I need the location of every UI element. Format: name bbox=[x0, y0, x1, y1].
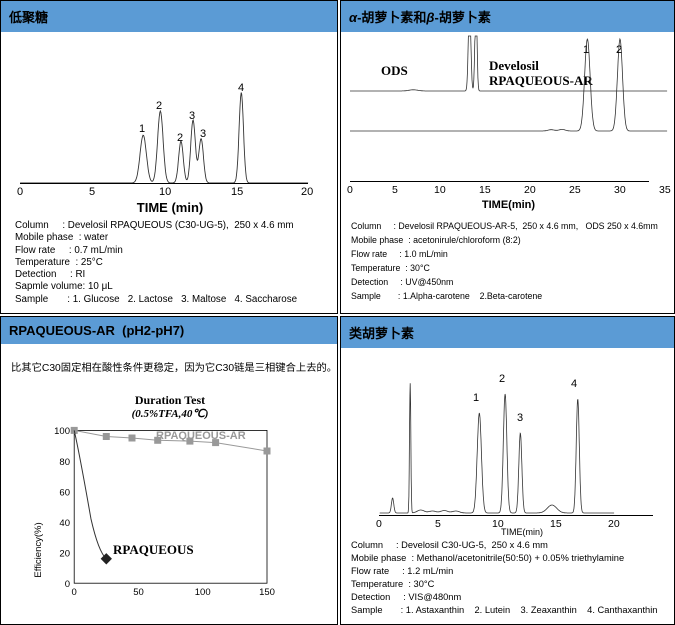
svg-text:0: 0 bbox=[65, 579, 70, 590]
svg-text:150: 150 bbox=[259, 587, 275, 596]
svg-text:3: 3 bbox=[200, 128, 206, 140]
svg-text:20: 20 bbox=[59, 549, 70, 560]
svg-text:80: 80 bbox=[59, 457, 70, 468]
svg-text:1: 1 bbox=[139, 123, 145, 135]
svg-text:3: 3 bbox=[517, 412, 523, 424]
svg-text:0: 0 bbox=[72, 587, 77, 596]
svg-text:1: 1 bbox=[583, 44, 589, 56]
svg-text:RPAQUEOUS-AR: RPAQUEOUS-AR bbox=[156, 430, 246, 442]
svg-text:40: 40 bbox=[59, 518, 70, 529]
svg-text:2: 2 bbox=[616, 44, 622, 56]
svg-text:4: 4 bbox=[571, 378, 577, 390]
svg-text:2: 2 bbox=[177, 132, 183, 144]
svg-text:100: 100 bbox=[54, 426, 70, 437]
svg-text:60: 60 bbox=[59, 488, 70, 499]
svg-text:100: 100 bbox=[195, 587, 211, 596]
svg-text:RPAQUEOUS: RPAQUEOUS bbox=[113, 542, 194, 557]
svg-text:2: 2 bbox=[499, 373, 505, 385]
svg-text:50: 50 bbox=[133, 587, 144, 596]
svg-text:4: 4 bbox=[238, 82, 244, 94]
svg-text:1: 1 bbox=[473, 392, 479, 404]
svg-text:3: 3 bbox=[189, 110, 195, 122]
svg-text:Efficiency(%): Efficiency(%) bbox=[33, 522, 44, 577]
svg-text:2: 2 bbox=[156, 100, 162, 112]
